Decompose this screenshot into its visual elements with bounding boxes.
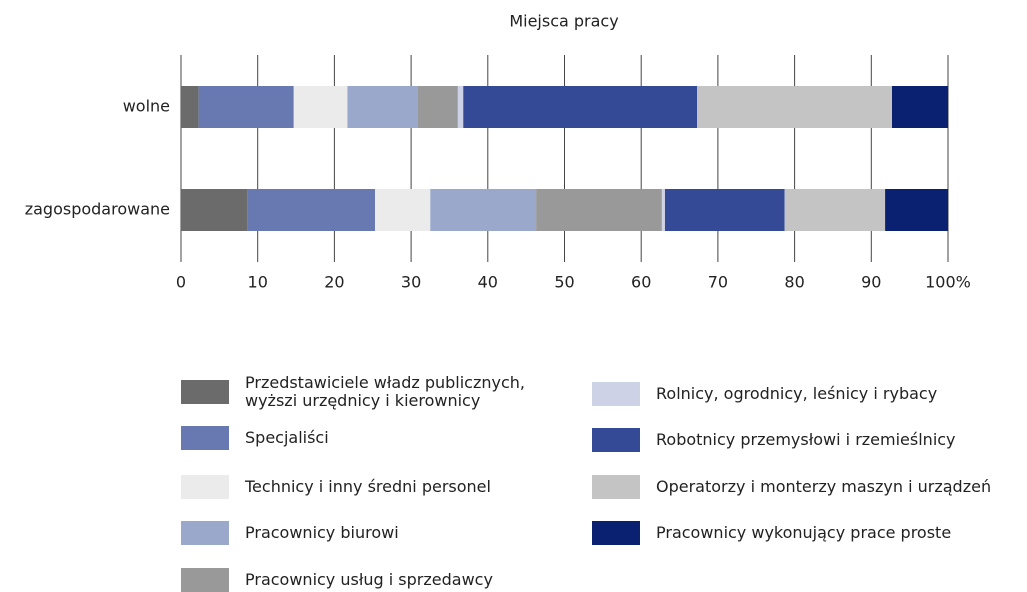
x-tick-label: 0 (176, 273, 186, 292)
legend-label: Technicy i inny średni personel (245, 477, 491, 496)
legend-label: Rolnicy, ogrodnicy, leśnicy i rybacy (656, 384, 938, 403)
legend-swatch (592, 382, 640, 406)
legend-label: Operatorzy i monterzy maszyn i urządzeń (656, 477, 992, 496)
bar-segment (661, 189, 665, 231)
bar-segment (417, 86, 458, 128)
x-tick-label: 100% (925, 273, 971, 292)
legend-label: Pracownicy usług i sprzedawcy (245, 570, 493, 589)
bar-segment (347, 86, 418, 128)
chart-title: Miejsca pracy (509, 12, 618, 31)
legend-item: Specjaliści (181, 424, 329, 452)
x-tick-label: 40 (478, 273, 498, 292)
bar-segment (664, 189, 785, 231)
x-tick-label: 50 (554, 273, 574, 292)
legend-label: Pracownicy biurowi (245, 523, 399, 542)
x-tick-label: 90 (861, 273, 881, 292)
legend-label: Robotnicy przemysłowi i rzemieślnicy (656, 430, 956, 449)
bar-segment (293, 86, 348, 128)
bar-segment (457, 86, 464, 128)
bar-segment (430, 189, 537, 231)
bar-segment (198, 86, 294, 128)
legend-item: Robotnicy przemysłowi i rzemieślnicy (592, 426, 956, 454)
legend-label: Specjaliści (245, 428, 329, 447)
bar-segment (375, 189, 431, 231)
x-tick-label: 20 (324, 273, 344, 292)
legend-label: Przedstawiciele władz publicznych, wyższ… (245, 373, 525, 410)
legend-item: Pracownicy wykonujący prace proste (592, 519, 951, 547)
bar-segment (885, 189, 948, 231)
legend-swatch (181, 380, 229, 404)
bar-segment (463, 86, 698, 128)
legend-swatch (592, 521, 640, 545)
x-tick-label: 70 (708, 273, 728, 292)
x-tick-label: 30 (401, 273, 421, 292)
legend-swatch (181, 521, 229, 545)
bar-segment (181, 86, 199, 128)
legend-item: Pracownicy usług i sprzedawcy (181, 566, 493, 592)
bar-segment (181, 189, 248, 231)
x-tick-label: 10 (248, 273, 268, 292)
legend-swatch (181, 426, 229, 450)
legend-item: Pracownicy biurowi (181, 519, 399, 547)
legend-label: Pracownicy wykonujący prace proste (656, 523, 952, 542)
y-tick-label: zagospodarowane (25, 200, 170, 219)
legend-swatch (592, 475, 640, 499)
legend-item: Operatorzy i monterzy maszyn i urządzeń (592, 473, 991, 501)
x-tick-label: 60 (631, 273, 651, 292)
legend-item: Rolnicy, ogrodnicy, leśnicy i rybacy (592, 380, 937, 408)
legend-item: Przedstawiciele władz publicznych, wyższ… (181, 374, 565, 410)
chart: Miejsca pracy 0 10 20 30 40 50 60 70 80 90 100% wol… (25, 12, 971, 292)
legend-swatch (181, 568, 229, 592)
bar-segment (247, 189, 376, 231)
legend-item: Technicy i inny średni personel (181, 473, 491, 501)
y-tick-label: wolne (123, 97, 170, 116)
bar-segment (784, 189, 886, 231)
bar-segment (892, 86, 948, 128)
legend-swatch (181, 475, 229, 499)
bar-segment (536, 189, 662, 231)
x-tick-label: 80 (784, 273, 804, 292)
bar-segment (697, 86, 893, 128)
legend-swatch (592, 428, 640, 452)
